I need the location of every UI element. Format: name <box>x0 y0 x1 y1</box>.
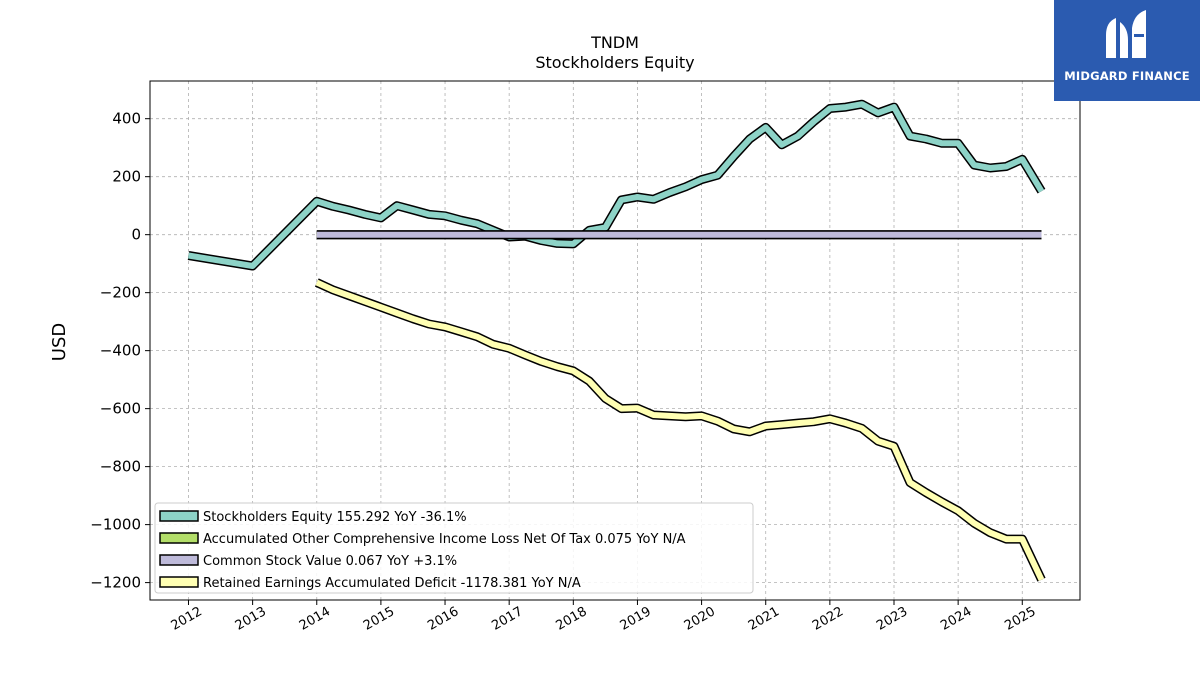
legend-swatch <box>159 532 199 544</box>
x-tick-label: 2022 <box>810 604 846 634</box>
x-tick-label: 2020 <box>682 604 718 634</box>
legend-label: Retained Earnings Accumulated Deficit -1… <box>203 576 581 591</box>
logo-text: MIDGARD FINANCE <box>1064 69 1190 83</box>
logo-mark-icon <box>1106 10 1146 58</box>
x-tick-label: 2021 <box>746 604 782 634</box>
x-tick-label: 2014 <box>297 604 333 634</box>
series-line <box>315 279 1045 581</box>
y-axis-label: USD <box>49 323 70 361</box>
x-tick-label: 2024 <box>938 604 974 634</box>
legend: Stockholders Equity 155.292 YoY -36.1% Ac… <box>154 502 754 594</box>
y-tick-label: 0 <box>131 226 141 244</box>
legend-label: Common Stock Value 0.067 YoY +3.1% <box>203 554 457 569</box>
y-tick-label: −600 <box>100 400 141 418</box>
legend-swatch <box>159 554 199 566</box>
legend-swatch <box>159 576 199 588</box>
legend-swatch <box>159 510 199 522</box>
y-tick-label: −1000 <box>90 516 141 534</box>
y-tick-label: −1200 <box>90 574 141 592</box>
x-tick-label: 2017 <box>489 604 525 634</box>
x-tick-label: 2019 <box>618 604 654 634</box>
x-tick-label: 2015 <box>361 604 397 634</box>
y-tick-label: −800 <box>100 458 141 476</box>
series-line <box>188 101 1045 269</box>
legend-box <box>154 502 754 594</box>
x-tick-label: 2023 <box>874 604 910 634</box>
x-tick-label: 2013 <box>233 604 269 634</box>
y-tick-label: −400 <box>100 342 141 360</box>
midgard-finance-logo: MIDGARD FINANCE <box>1054 0 1200 101</box>
y-tick-label: 400 <box>112 110 141 128</box>
x-tick-label: 2012 <box>169 604 205 634</box>
x-tick-label: 2016 <box>425 604 461 634</box>
legend-label: Accumulated Other Comprehensive Income L… <box>203 532 686 547</box>
chart-subtitle: Stockholders Equity <box>535 53 694 72</box>
y-tick-label: −200 <box>100 284 141 302</box>
series-layer <box>187 99 1046 582</box>
legend-label: Stockholders Equity 155.292 YoY -36.1% <box>203 510 467 525</box>
plot-frame <box>149 80 1081 601</box>
x-tick-label: 2025 <box>1002 604 1038 634</box>
y-tick-label: 200 <box>112 168 141 186</box>
x-tick-label: 2018 <box>553 604 589 634</box>
chart-title: TNDM <box>590 33 639 52</box>
